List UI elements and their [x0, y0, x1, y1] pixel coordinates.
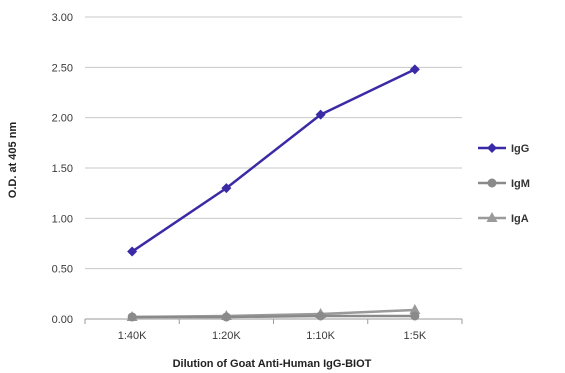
legend-marker: [486, 212, 498, 222]
series-line: [132, 314, 415, 319]
y-tick-label: 2.00: [52, 113, 73, 125]
y-tick-label: 2.50: [52, 62, 73, 74]
legend-marker: [487, 143, 497, 153]
x-axis-title: Dilution of Goat Anti-Human IgG-BIOT: [173, 358, 372, 370]
data-point: [315, 109, 326, 120]
data-point: [409, 303, 421, 314]
x-tick-label: 1:10K: [306, 330, 335, 342]
y-tick-label: 1.00: [52, 213, 73, 225]
y-tick-label: 0.50: [52, 264, 73, 276]
series-igm: [127, 311, 420, 322]
series-iga: [126, 303, 421, 321]
x-axis-ticks: 1:40K 1:20K 1:10K 1:5K: [84, 319, 463, 342]
series-igg: [127, 64, 420, 257]
x-tick-label: 1:20K: [212, 330, 241, 342]
legend: IgG IgM IgA: [478, 143, 530, 225]
data-point: [221, 312, 231, 322]
legend-label: IgG: [511, 143, 529, 155]
x-tick-label: 1:40K: [118, 330, 147, 342]
legend-marker: [487, 178, 497, 188]
data-point: [316, 311, 326, 321]
legend-item-iga: IgA: [478, 212, 529, 225]
legend-label: IgM: [511, 178, 530, 190]
series-layer: [126, 64, 421, 322]
y-axis-ticks: 0.00 0.50 1.00 1.50 2.00 2.50 3.00: [52, 12, 73, 326]
data-point: [127, 246, 138, 257]
y-tick-label: 3.00: [52, 12, 73, 24]
y-tick-label: 1.50: [52, 163, 73, 175]
data-point: [127, 312, 137, 322]
legend-label: IgA: [511, 213, 529, 225]
data-point: [410, 311, 420, 321]
x-tick-label: 1:5K: [404, 330, 427, 342]
data-point: [409, 64, 420, 75]
data-point: [221, 183, 232, 194]
series-line: [131, 68, 416, 253]
gridlines: [85, 16, 462, 270]
y-tick-label: 0.00: [52, 314, 73, 326]
legend-item-igg: IgG: [478, 143, 529, 155]
y-axis-title: O.D. at 405 nm: [7, 122, 19, 199]
legend-item-igm: IgM: [478, 178, 530, 190]
